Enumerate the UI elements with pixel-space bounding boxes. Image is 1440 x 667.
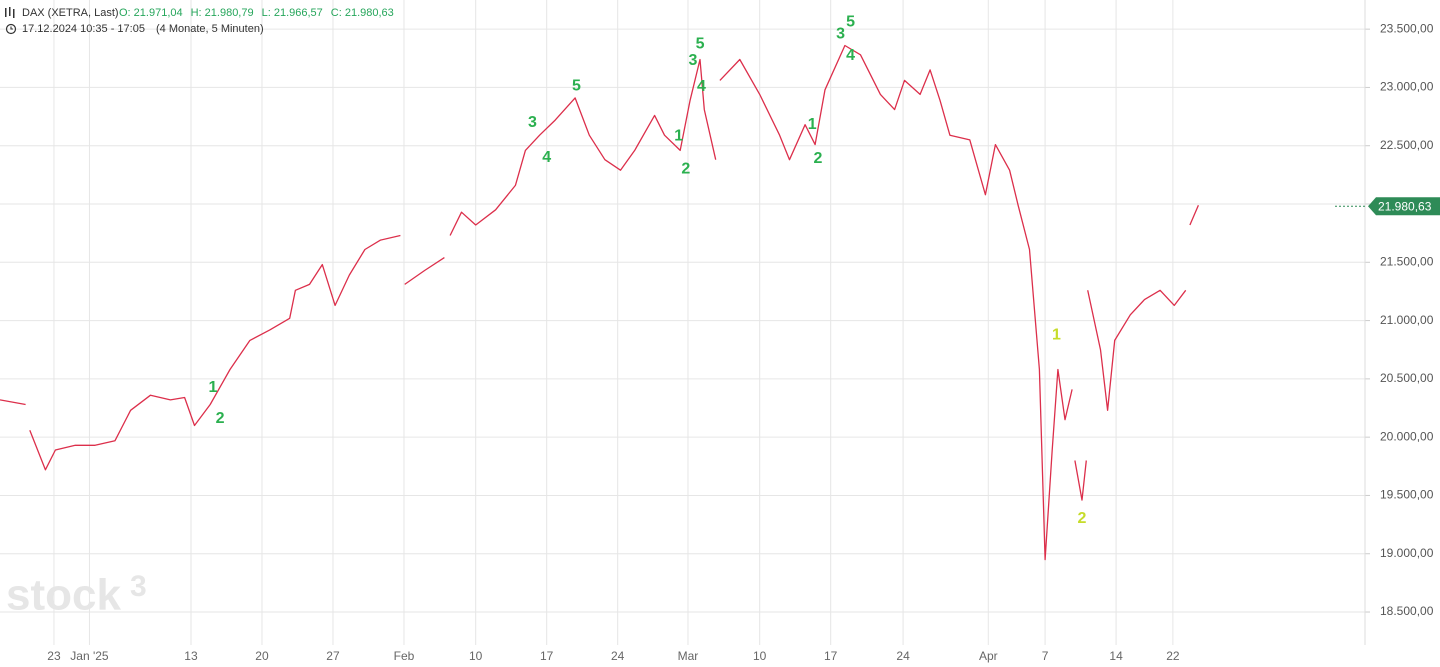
watermark-sup: 3: [130, 570, 147, 603]
x-tick-label: 22: [1166, 649, 1180, 663]
wave-label: 4: [846, 47, 855, 64]
ohlc-value: O: 21.971,04: [119, 7, 183, 19]
wave-label: 2: [1078, 510, 1087, 527]
icon: [13, 9, 15, 18]
x-tick-label: Jan '25: [70, 649, 109, 663]
watermark: stock: [6, 571, 121, 620]
y-tick-label: 23.500,00: [1380, 21, 1434, 35]
y-tick-label: 21.500,00: [1380, 254, 1434, 268]
y-tick-label: 23.000,00: [1380, 80, 1434, 94]
wave-label: 3: [836, 25, 845, 42]
wave-label: 1: [1052, 326, 1061, 343]
y-tick-label: 18.500,00: [1380, 604, 1434, 618]
x-tick-label: 17: [540, 649, 554, 663]
wave-label: 5: [846, 13, 855, 30]
clock-icon: [5, 23, 17, 35]
y-tick-label: 21.000,00: [1380, 313, 1434, 327]
x-tick-label: 27: [326, 649, 340, 663]
y-tick-label: 20.000,00: [1380, 429, 1434, 443]
wave-label: 3: [688, 52, 697, 69]
x-tick-label: 7: [1042, 649, 1049, 663]
icon: [5, 8, 7, 17]
last-price-box: [1368, 197, 1440, 216]
wave-label: 2: [813, 150, 822, 167]
icon: [9, 7, 11, 16]
ohlc-value: L: 21.966,57: [262, 7, 323, 19]
x-tick-label: 17: [824, 649, 838, 663]
wave-label: 3: [528, 114, 537, 131]
y-tick-label: 19.000,00: [1380, 546, 1434, 560]
wave-label: 5: [696, 35, 705, 52]
ohlc-value: H: 21.980,79: [191, 7, 254, 19]
y-tick-label: 20.500,00: [1380, 371, 1434, 385]
x-tick-label: 23: [47, 649, 61, 663]
x-tick-label: 14: [1109, 649, 1123, 663]
x-tick-label: Apr: [979, 649, 998, 663]
y-tick-label: 22.500,00: [1380, 138, 1434, 152]
wave-label: 4: [697, 78, 706, 95]
last-price-label: 21.980,63: [1378, 199, 1432, 213]
wave-label: 2: [216, 410, 225, 427]
x-tick-label: Mar: [678, 649, 699, 663]
x-tick-label: Feb: [394, 649, 415, 663]
x-tick-label: 24: [611, 649, 625, 663]
chart-title: DAX (XETRA, Last): [22, 7, 119, 19]
wave-label: 1: [808, 116, 817, 133]
y-tick-label: 19.500,00: [1380, 488, 1434, 502]
grid: [0, 0, 1370, 645]
x-tick-label: 13: [184, 649, 198, 663]
subtitle-note: (4 Monate, 5 Minuten): [156, 23, 264, 35]
subtitle: 17.12.2024 10:35 - 17:05: [22, 23, 145, 35]
wave-label: 4: [542, 149, 551, 166]
wave-label: 1: [674, 127, 683, 144]
wave-label: 5: [572, 77, 581, 94]
ohlc-value: C: 21.980,63: [331, 7, 394, 19]
header: DAX (XETRA, Last) 17.12.2024 10:35 - 17:…: [5, 7, 264, 35]
x-tick-label: 20: [255, 649, 269, 663]
x-tick-label: 10: [753, 649, 767, 663]
x-tick-label: 10: [469, 649, 483, 663]
clock-icon: [10, 26, 13, 30]
wave-label: 2: [681, 160, 690, 177]
wave-label: 1: [209, 379, 218, 396]
price-line: [0, 44, 1199, 561]
x-tick-label: 24: [896, 649, 910, 663]
